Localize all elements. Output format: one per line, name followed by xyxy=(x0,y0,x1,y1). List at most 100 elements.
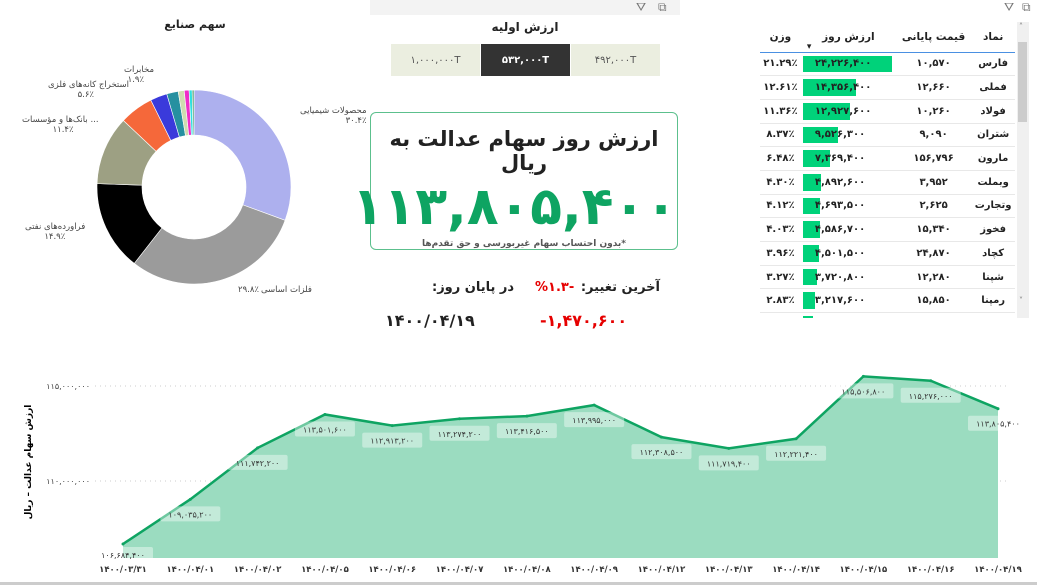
column-header[interactable]: نماد xyxy=(971,22,1015,53)
data-label-bg xyxy=(93,546,153,562)
data-point[interactable] xyxy=(861,374,865,378)
initial-value-slicer: ۴۹۲,۰۰۰T ۵۳۲,۰۰۰T ۱,۰۰۰,۰۰۰T xyxy=(390,44,660,76)
filter-icon[interactable]: ⛛ xyxy=(636,0,647,14)
slicer-option-selected[interactable]: ۵۳۲,۰۰۰T xyxy=(480,44,570,76)
x-tick-label: ۱۴۰۰/۰۴/۰۲ xyxy=(234,565,283,575)
data-point[interactable] xyxy=(929,379,933,383)
data-label: ۱۱۵,۲۷۶,۰۰۰ xyxy=(909,392,953,401)
x-tick-label: ۱۴۰۰/۰۴/۰۵ xyxy=(301,565,349,575)
price-cell: ۳,۹۵۲ xyxy=(895,170,972,195)
scrollbar-thumb[interactable] xyxy=(1018,42,1027,122)
data-label: ۱۱۳,۸۰۵,۴۰۰ xyxy=(976,420,1020,429)
price-cell: ۲,۶۲۵ xyxy=(895,194,972,219)
pie-label: فلزات اساسی ۲۹.۸٪ xyxy=(238,285,312,295)
data-label: ۱۱۱,۷۴۲,۲۰۰ xyxy=(236,459,280,468)
data-label: ۱۰۹,۰۳۵,۲۰۰ xyxy=(168,510,212,519)
data-label-bg xyxy=(227,454,288,470)
symbol-cell: شتران xyxy=(971,123,1015,148)
price-cell: ۱۲,۶۶۰ xyxy=(895,75,972,100)
last-change-percent: %۱.۳- xyxy=(535,280,575,295)
slicer-option[interactable]: ۱,۰۰۰,۰۰۰T xyxy=(390,44,480,76)
focus-mode-icon[interactable]: ⧉ xyxy=(658,0,667,14)
data-point[interactable] xyxy=(121,542,125,546)
data-label: ۱۱۲,۳۰۸,۵۰۰ xyxy=(640,448,684,457)
data-label-bg xyxy=(698,455,759,471)
value-bar xyxy=(802,173,821,191)
column-header[interactable]: ارزش روز ▾ xyxy=(800,22,896,53)
value-cell: ۷,۳۶۹,۴۰۰ xyxy=(800,146,896,171)
holdings-table: نماد قیمت پایانی ارزش روز ▾ وزن فارس ۱۰,۵۷۰ ۲۴… xyxy=(760,22,1015,318)
slicer-option[interactable]: ۴۹۲,۰۰۰T xyxy=(570,44,660,76)
x-tick-label: ۱۴۰۰/۰۴/۱۹ xyxy=(974,565,1023,575)
pie-slice[interactable] xyxy=(193,89,292,221)
value-bar xyxy=(802,79,856,96)
weight-cell: ۴.۳۰٪ xyxy=(760,170,801,195)
data-label-bg xyxy=(833,383,894,399)
data-label-bg xyxy=(496,423,557,439)
table-row[interactable]: مارون ۱۵۶,۷۹۶ ۷,۳۶۹,۴۰۰ ۶.۴۸٪ xyxy=(760,146,1015,171)
table-row[interactable]: رمپنا ۱۵,۸۵۰ ۳,۲۱۷,۶۰۰ ۲.۸۳٪ xyxy=(760,288,1015,314)
symbol-cell: فملی xyxy=(971,75,1015,100)
x-tick-label: ۱۴۰۰/۰۴/۰۸ xyxy=(503,565,552,575)
value-cell: ۴,۶۹۳,۵۰۰ xyxy=(800,194,896,219)
data-label-bg xyxy=(766,445,827,461)
x-tick-label: ۱۴۰۰/۰۴/۱۶ xyxy=(907,565,955,575)
weight-cell: ۸.۳۷٪ xyxy=(760,123,801,148)
table-row[interactable]: وتجارت ۲,۶۲۵ ۴,۶۹۳,۵۰۰ ۴.۱۲٪ xyxy=(760,194,1015,219)
data-point[interactable] xyxy=(659,435,663,439)
table-row[interactable]: فملی ۱۲,۶۶۰ ۱۴,۳۵۶,۴۰۰ ۱۲.۶۱٪ xyxy=(760,75,1015,100)
pie-slice[interactable] xyxy=(133,204,286,285)
area-fill xyxy=(123,376,998,558)
last-change-label: آخرین تغییر: xyxy=(580,280,660,295)
price-cell: ۱۵۶,۷۹۶ xyxy=(895,146,972,171)
scroll-up-icon[interactable]: ˄ xyxy=(1019,22,1023,31)
focus-mode-icon[interactable]: ⧉ xyxy=(1022,0,1031,14)
end-of-day-label: در پایان روز: xyxy=(432,280,515,295)
data-point[interactable] xyxy=(323,412,327,416)
table-row[interactable]: کچاد ۲۴,۸۷۰ ۴,۵۰۱,۵۰۰ ۳.۹۶٪ xyxy=(760,241,1015,266)
column-header[interactable]: وزن xyxy=(760,22,801,53)
weight-cell: ۳.۹۶٪ xyxy=(760,241,801,266)
table-row[interactable]: وبملت ۳,۹۵۲ ۴,۸۹۲,۶۰۰ ۴.۳۰٪ xyxy=(760,170,1015,195)
y-tick-label: ۱۱۵,۰۰۰,۰۰۰ xyxy=(46,382,90,391)
table-row[interactable]: شتران ۹,۰۹۰ ۹,۵۲۶,۳۰۰ ۸.۳۷٪ xyxy=(760,123,1015,148)
x-tick-label: ۱۴۰۰/۰۳/۳۱ xyxy=(99,565,147,575)
data-point[interactable] xyxy=(794,437,798,441)
value-cell: ۹,۵۲۶,۳۰۰ xyxy=(800,123,896,148)
filter-icon[interactable]: ⛛ xyxy=(1004,0,1015,14)
slicer-title: ارزش اولیه xyxy=(491,20,559,34)
value-bar xyxy=(802,55,892,73)
data-label-bg xyxy=(294,421,355,437)
table-row[interactable]: فولاد ۱۰,۲۶۰ ۱۲,۹۲۷,۶۰۰ ۱۱.۳۶٪ xyxy=(760,99,1015,124)
price-cell: ۲۴,۸۷۰ xyxy=(895,241,972,266)
data-point[interactable] xyxy=(996,407,1000,411)
value-cell: ۴,۵۸۶,۷۰۰ xyxy=(800,217,896,242)
value-bar xyxy=(802,292,815,310)
data-point[interactable] xyxy=(390,424,394,428)
scroll-down-icon[interactable]: ˅ xyxy=(1019,296,1023,305)
data-point[interactable] xyxy=(592,403,596,407)
pie-title: سهم صنایع xyxy=(164,18,226,31)
x-tick-label: ۱۴۰۰/۰۴/۰۹ xyxy=(570,565,619,575)
pie-slice[interactable] xyxy=(191,89,195,136)
visual-header-bar xyxy=(370,0,680,15)
value-bar xyxy=(802,245,820,262)
table-row[interactable]: فارس ۱۰,۵۷۰ ۲۴,۲۲۶,۴۰۰ ۲۱.۲۹٪ xyxy=(760,52,1015,77)
value-bar xyxy=(802,102,851,120)
weight-cell: ۳.۲۷٪ xyxy=(760,265,801,290)
weight-cell: ۴.۱۲٪ xyxy=(760,194,801,219)
data-label: ۱۱۲,۲۲۱,۴۰۰ xyxy=(774,450,818,459)
column-header[interactable]: قیمت پایانی xyxy=(895,22,972,53)
data-point[interactable] xyxy=(727,446,731,450)
data-point[interactable] xyxy=(525,414,529,418)
data-point[interactable] xyxy=(188,497,192,501)
value-cell: ۱۲,۹۲۷,۶۰۰ xyxy=(800,99,896,124)
weight-cell: ۲۱.۲۹٪ xyxy=(760,52,801,77)
table-row[interactable]: شپنا ۱۲,۲۸۰ ۳,۷۲۰,۸۰۰ ۳.۲۷٪ xyxy=(760,265,1015,290)
symbol-cell: فارس xyxy=(971,52,1015,77)
data-point[interactable] xyxy=(458,417,462,421)
kpi-value: ۱۱۳,۸۰۵,۴۰۰ xyxy=(351,177,677,237)
data-point[interactable] xyxy=(256,446,260,450)
data-label-bg xyxy=(564,412,625,428)
table-row[interactable]: فخوز ۱۵,۳۴۰ ۴,۵۸۶,۷۰۰ ۴.۰۳٪ xyxy=(760,217,1015,242)
